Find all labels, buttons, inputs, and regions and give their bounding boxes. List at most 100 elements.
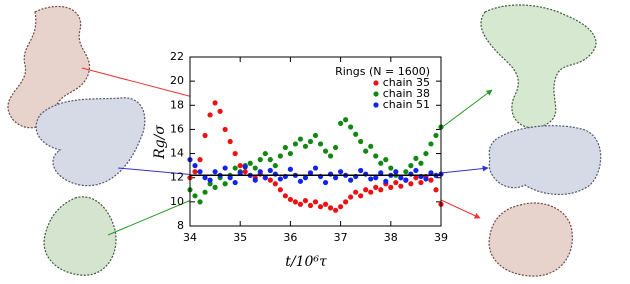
legend-label: chain 51: [383, 98, 430, 111]
legend-marker: [373, 80, 379, 86]
data-point: [307, 202, 314, 209]
data-point: [428, 170, 434, 176]
data-point: [307, 138, 314, 145]
data-point: [277, 153, 283, 159]
y-tick-label: 16: [170, 122, 184, 135]
data-point: [378, 170, 384, 176]
data-point: [202, 189, 208, 195]
data-point: [373, 175, 379, 181]
x-tick-label: 39: [434, 231, 448, 244]
pointer-arrows: [81, 67, 493, 236]
data-point: [282, 144, 288, 151]
data-point: [232, 179, 238, 186]
data-point: [222, 126, 228, 133]
data-point: [242, 169, 248, 175]
data-point: [197, 199, 203, 205]
data-point: [368, 143, 374, 149]
x-tick-label: 36: [283, 231, 297, 244]
data-point: [207, 181, 213, 187]
data-point: [393, 179, 399, 186]
data-point: [423, 176, 429, 182]
y-tick-label: 8: [177, 219, 184, 232]
data-point: [252, 177, 258, 183]
data-point: [433, 132, 439, 139]
data-point: [388, 165, 394, 171]
data-point: [408, 163, 414, 169]
legend-label: chain 35: [383, 76, 430, 89]
data-point: [277, 187, 283, 193]
data-point: [343, 117, 349, 123]
data-point: [242, 164, 248, 170]
data-point: [363, 187, 369, 193]
data-point: [332, 144, 339, 151]
data-point: [197, 169, 203, 175]
data-point: [332, 175, 339, 181]
data-point: [332, 207, 339, 213]
x-tick-label: 37: [334, 231, 348, 244]
data-point: [398, 175, 404, 181]
data-point: [413, 155, 419, 161]
data-point: [343, 199, 349, 205]
legend-marker: [373, 102, 379, 108]
plot-frame: [189, 56, 442, 227]
data-point: [368, 176, 374, 182]
data-point: [373, 184, 379, 190]
y-tick-label: 12: [170, 171, 184, 184]
molecule-images: [7, 4, 602, 277]
data-point: [348, 177, 354, 183]
data-point: [287, 166, 293, 172]
data-point: [262, 150, 268, 157]
data-point: [327, 205, 334, 211]
y-tick-label: 10: [170, 195, 184, 208]
x-tick-label: 38: [384, 231, 398, 244]
data-point: [297, 136, 304, 142]
data-point: [307, 170, 314, 176]
data-point: [383, 178, 389, 184]
data-point: [232, 150, 238, 157]
data-point: [312, 132, 319, 139]
data-point: [393, 169, 399, 175]
data-point: [327, 153, 334, 159]
x-axis-label: t/10⁶τ: [285, 254, 327, 270]
data-point: [302, 198, 309, 204]
data-point: [378, 187, 384, 193]
data-point: [322, 201, 329, 207]
x-tick-label: 34: [183, 231, 197, 244]
data-point: [317, 204, 324, 210]
data-point: [408, 181, 414, 187]
data-point: [227, 138, 233, 145]
data-point: [272, 181, 278, 187]
data-point: [237, 163, 243, 169]
data-point: [403, 169, 409, 175]
data-point: [358, 167, 364, 174]
data-point: [202, 175, 208, 181]
data-point: [398, 183, 404, 189]
data-point: [287, 150, 293, 157]
data-point: [212, 184, 218, 190]
data-point: [272, 163, 278, 169]
data-point: [282, 193, 288, 199]
data-point: [297, 201, 304, 207]
data-point: [192, 163, 198, 169]
data-point: [383, 157, 389, 163]
data-point: [302, 175, 309, 181]
data-point: [418, 179, 424, 186]
data-point: [338, 204, 344, 210]
y-tick-label: 20: [170, 74, 184, 87]
data-point: [197, 157, 203, 163]
data-point: [257, 169, 263, 175]
y-tick-label: 22: [170, 50, 184, 63]
data-point: [348, 194, 354, 200]
data-point: [322, 148, 329, 154]
data-point: [413, 175, 419, 181]
data-point: [388, 184, 394, 190]
data-point: [232, 165, 238, 171]
data-point: [212, 100, 218, 106]
data-point: [267, 157, 273, 163]
y-axis-label: Rg/σ: [152, 125, 168, 160]
data-point: [378, 160, 384, 166]
data-point: [222, 165, 228, 171]
data-point: [277, 176, 283, 182]
legend-label: chain 38: [383, 87, 430, 100]
data-point: [338, 120, 344, 126]
